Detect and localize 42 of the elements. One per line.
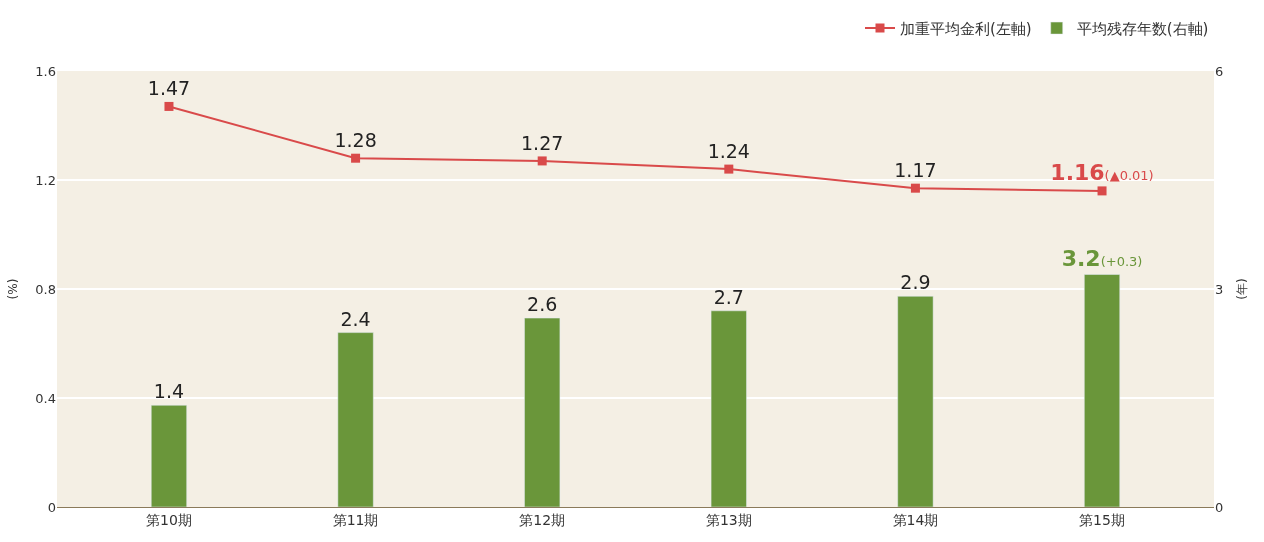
legend-label: 平均残存年数(右軸)	[1076, 19, 1209, 38]
data-label: 1.27	[521, 131, 564, 154]
point	[164, 101, 174, 111]
data-label: 3.2(+0.3)	[1061, 246, 1143, 272]
legend-label: 加重平均金利(左軸)	[900, 19, 1032, 38]
data-label: 2.7	[713, 285, 744, 308]
y2-tick-label: 3	[1215, 281, 1224, 297]
y2-tick-label: 6	[1215, 63, 1224, 79]
data-label: 1.16(▲0.01)	[1050, 159, 1154, 185]
point	[724, 164, 734, 174]
y2-tick-label: 0	[1215, 499, 1224, 515]
x-tick-label: 第11期	[332, 511, 379, 528]
y-axis-title: (%)	[5, 278, 20, 300]
x-tick-label: 第14期	[892, 511, 939, 528]
data-label: 1.17	[894, 158, 937, 181]
x-tick-label: 第13期	[705, 511, 752, 528]
x-tick-label: 第12期	[519, 511, 566, 528]
x-tick-label: 第10期	[146, 511, 192, 528]
y-tick-label: 0.4	[35, 390, 56, 406]
data-label: 2.9	[900, 271, 931, 294]
data-label: 1.47	[147, 77, 191, 100]
point	[351, 153, 361, 163]
point	[1097, 186, 1107, 196]
bar	[897, 296, 934, 507]
y-tick-label: 0.8	[35, 281, 56, 297]
bar	[1084, 274, 1121, 507]
bar	[710, 310, 747, 507]
data-label: 1.28	[334, 128, 377, 151]
x-tick-label: 第15期	[1079, 511, 1125, 528]
y-tick-label: 1.2	[35, 172, 56, 188]
y-tick-label: 0	[47, 499, 56, 515]
bar	[150, 405, 187, 507]
data-label: 2.6	[527, 293, 558, 316]
data-label: 2.4	[340, 307, 371, 330]
data-label: 1.24	[707, 139, 750, 162]
point	[537, 156, 547, 166]
bar	[524, 317, 561, 507]
y2-axis-title: (年)	[1235, 278, 1250, 300]
data-label: 1.4	[153, 380, 185, 403]
y-tick-label: 1.6	[35, 63, 56, 79]
bar	[337, 332, 374, 507]
point	[910, 183, 920, 193]
